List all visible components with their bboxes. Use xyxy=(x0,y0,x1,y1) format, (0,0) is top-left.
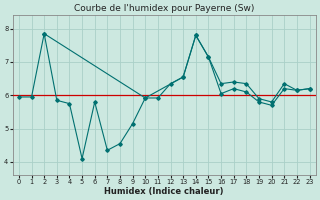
X-axis label: Humidex (Indice chaleur): Humidex (Indice chaleur) xyxy=(104,187,224,196)
Title: Courbe de l'humidex pour Payerne (Sw): Courbe de l'humidex pour Payerne (Sw) xyxy=(74,4,254,13)
